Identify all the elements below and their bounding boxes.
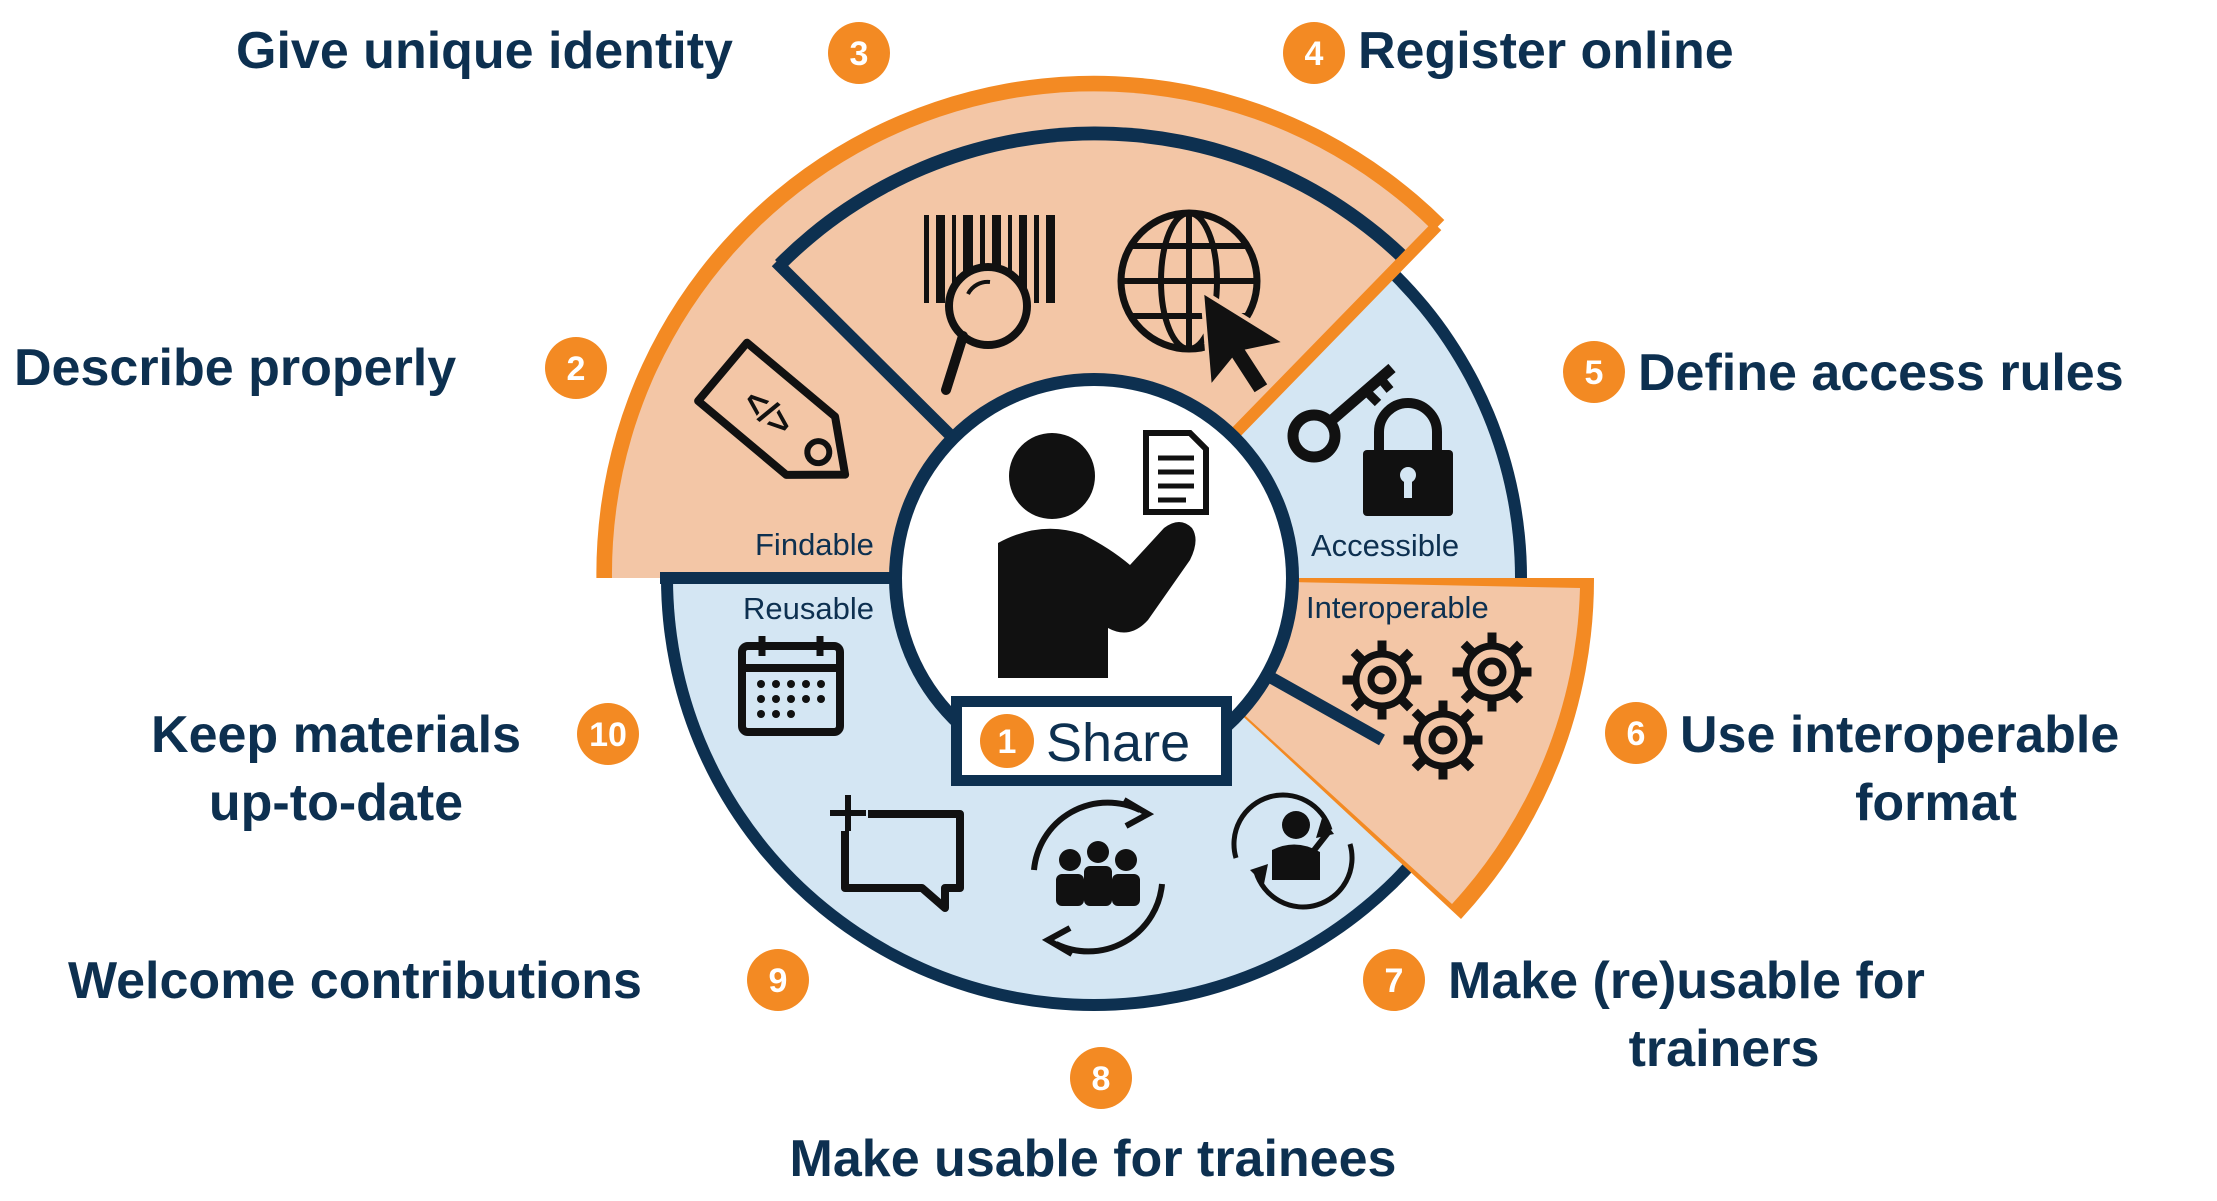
step-7-badge [1363, 949, 1425, 1011]
step-6-number: 6 [1627, 715, 1646, 753]
step-7-number: 7 [1385, 962, 1404, 1000]
step-6-label-line1: Use interoperable [1680, 706, 2119, 764]
step-7-label-line2: trainers [1629, 1020, 1820, 1078]
step-5-label: Define access rules [1638, 344, 2124, 402]
step-define-access-rules: 5 Define access rules [1563, 341, 2124, 403]
step-make-reusable-for-trainers: 7 Make (re)usable for trainers [1363, 949, 1925, 1078]
step-8-badge [1070, 1047, 1132, 1109]
step-3-badge [828, 22, 890, 84]
share-badge [980, 714, 1034, 768]
team-cycle-icon [1031, 797, 1165, 957]
step-10-badge [577, 703, 639, 765]
step-make-usable-for-trainees: 8 Make usable for trainees [790, 1047, 1397, 1188]
step-8-label: Make usable for trainees [790, 1130, 1397, 1188]
category-findable: Findable [755, 527, 874, 562]
category-reusable: Reusable [743, 591, 874, 626]
person-with-document-icon [998, 430, 1209, 678]
step-2-number: 2 [567, 350, 586, 388]
category-interoperable: Interoperable [1306, 590, 1489, 625]
share-badge-number: 1 [998, 723, 1017, 761]
step-4-number: 4 [1305, 35, 1324, 73]
step-6-badge [1605, 702, 1667, 764]
step-4-badge [1283, 22, 1345, 84]
step-give-unique-identity: Give unique identity 3 [236, 22, 890, 84]
step-3-number: 3 [850, 35, 869, 73]
step-welcome-contributions: Welcome contributions 9 [68, 949, 809, 1011]
step-describe-properly: Describe properly 2 [14, 337, 607, 399]
step-6-label-line2: format [1855, 774, 2017, 832]
step-10-label-line1: Keep materials [151, 706, 521, 764]
calendar-icon [738, 636, 844, 736]
step-5-badge [1563, 341, 1625, 403]
key-lock-icon [1287, 363, 1453, 516]
presenter-cycle-icon [1231, 792, 1355, 910]
step-10-label-line2: up-to-date [209, 774, 463, 832]
step-8-number: 8 [1092, 1060, 1111, 1098]
step-10-number: 10 [589, 716, 627, 754]
share-box: 1 Share [951, 696, 1232, 786]
step-9-badge [747, 949, 809, 1011]
step-9-label: Welcome contributions [68, 952, 642, 1010]
step-2-badge [545, 337, 607, 399]
globe-cursor-icon [1117, 209, 1292, 398]
step-2-label: Describe properly [14, 339, 456, 397]
step-register-online: 4 Register online [1283, 22, 1734, 84]
barcode-search-icon [924, 215, 1055, 395]
step-use-interoperable-format: 6 Use interoperable format [1605, 702, 2119, 832]
gears-icon [1342, 632, 1532, 780]
step-9-number: 9 [769, 962, 788, 1000]
add-comment-icon [826, 795, 964, 912]
step-3-label: Give unique identity [236, 22, 733, 80]
share-label: Share [1046, 713, 1190, 773]
step-keep-materials-up-to-date: Keep materials up-to-date 10 [151, 703, 639, 832]
step-4-label: Register online [1358, 22, 1734, 80]
category-accessible: Accessible [1311, 528, 1459, 563]
step-7-label-line1: Make (re)usable for [1448, 952, 1925, 1010]
step-labels: Describe properly 2 Give unique identity… [14, 22, 2124, 1188]
step-5-number: 5 [1585, 354, 1604, 392]
